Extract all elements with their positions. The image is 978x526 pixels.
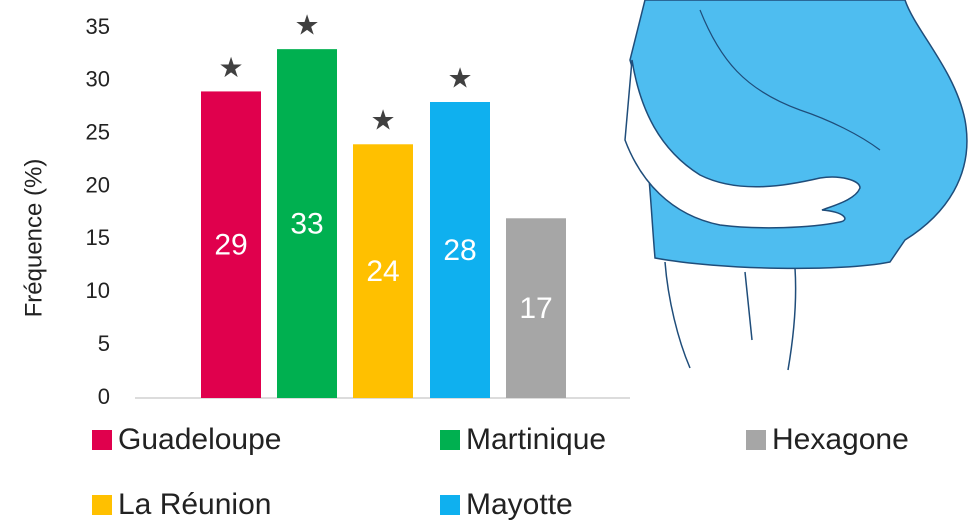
y-tick-label: 30 [86, 67, 110, 92]
y-tick-label: 25 [86, 120, 110, 145]
page: Fréquence (%) 0 5 10 15 20 25 30 35 29 ★ Guadeloup… [0, 0, 978, 526]
y-tick-label: 5 [98, 331, 110, 356]
legend-swatch [92, 495, 112, 515]
legend-label: Hexagone [772, 423, 909, 456]
y-tick-label: 0 [98, 384, 110, 409]
chart: Fréquence (%) 0 5 10 15 20 25 30 35 29 ★ Guadeloup… [0, 0, 978, 526]
y-tick-label: 15 [86, 225, 110, 250]
illustration [625, 0, 967, 370]
value-label: 24 [366, 255, 399, 288]
value-label: 28 [443, 234, 476, 267]
value-label: 29 [214, 229, 247, 262]
legend-swatch [746, 430, 766, 450]
significance-star: ★ [218, 52, 243, 83]
y-axis-label: Fréquence (%) [20, 159, 47, 318]
legend-label: Guadeloupe [118, 423, 281, 456]
y-tick-label: 35 [86, 14, 110, 39]
legend-swatch [92, 430, 112, 450]
y-tick-label: 10 [86, 278, 110, 303]
significance-star: ★ [294, 10, 319, 41]
value-label: 33 [290, 207, 323, 240]
significance-star: ★ [447, 62, 472, 93]
significance-star: ★ [370, 105, 395, 136]
legend-swatch [440, 430, 460, 450]
legend-label: Mayotte [466, 488, 573, 521]
legend-label: Martinique [466, 423, 606, 456]
y-tick-label: 20 [86, 172, 110, 197]
legend-swatch [440, 495, 460, 515]
value-label: 17 [519, 292, 552, 325]
legend-label: La Réunion [118, 488, 271, 521]
